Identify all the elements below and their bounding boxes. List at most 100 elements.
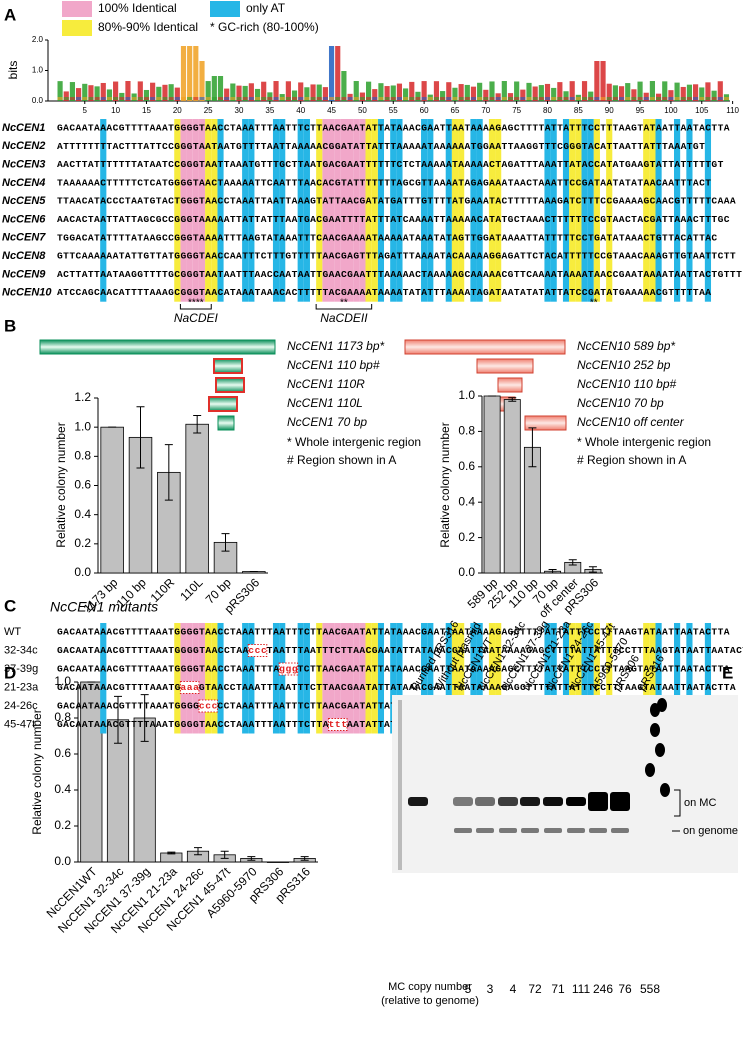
logo-glyph: [230, 83, 236, 101]
gel-band: [454, 828, 472, 833]
logo-glyph: [298, 97, 304, 100]
error-bar: [528, 427, 537, 468]
logo-xtick-label: 35: [265, 106, 274, 115]
logo-glyph: [396, 83, 403, 101]
logo-glyph: [433, 97, 440, 100]
logo-glyph: [353, 81, 359, 101]
sequence-name: NcCEN3: [2, 159, 45, 171]
logo-glyph: [440, 91, 446, 101]
y-tick-label: 0.4: [54, 782, 71, 796]
construct-bar: [497, 377, 523, 393]
logo-glyph: [551, 97, 557, 100]
highlight-column: [100, 119, 107, 302]
logo-xtick-label: 60: [420, 106, 429, 115]
logo-glyph: [378, 83, 384, 101]
gel-band: [566, 797, 586, 806]
logo-glyph: [150, 97, 156, 100]
highlight-column: [377, 119, 385, 302]
logo-glyph: [119, 97, 125, 100]
logo-glyph: [625, 97, 631, 100]
logo-glyph: [427, 97, 433, 100]
logo-glyph: [57, 97, 63, 100]
logo-glyph: [693, 84, 699, 101]
logo-glyph: [180, 46, 187, 101]
y-tick-label: 0.8: [458, 424, 475, 438]
gel-band: [476, 828, 494, 833]
logo-glyph: [507, 97, 514, 100]
highlight-column: [359, 623, 366, 734]
sequence: GTAACCTAAATTTAATTTCTTAACGAATATTATAAACGAA…: [199, 682, 736, 693]
logo-glyph: [267, 92, 273, 101]
error-bar: [247, 856, 256, 861]
highlight-column: [606, 119, 613, 302]
logo-glyph: [489, 97, 495, 100]
legend-swatch: [62, 1, 92, 17]
copy-number: 3: [487, 982, 494, 996]
highlight-column: [316, 119, 323, 302]
logo-glyph: [717, 81, 723, 101]
logo-glyph: [594, 97, 600, 100]
logo-glyph: [285, 97, 291, 100]
highlight-column: [562, 623, 570, 734]
logo-xtick-label: 15: [142, 106, 151, 115]
logo-glyph: [415, 91, 421, 101]
highlight-column: [205, 119, 212, 302]
highlight-column: [470, 623, 477, 734]
highlight-column: [704, 119, 712, 302]
panel-title: NcCEN1 mutants: [50, 599, 158, 615]
highlight-column: [211, 119, 218, 302]
construct-bar: [39, 339, 276, 355]
logo-xtick-label: 70: [481, 106, 490, 115]
highlight-column: [316, 623, 323, 734]
sequence: TGGACATATTTTATAAGCCGGGTAAAATTTAAGTATAAAT…: [57, 232, 717, 243]
logo-glyph: [211, 97, 217, 100]
y-tick-label: 1.2: [74, 390, 91, 404]
sequence: GACAATAAACGTTTTAAATG: [57, 682, 181, 693]
legend-label: 80%-90% Identical: [98, 20, 198, 34]
logo-glyph: [316, 84, 322, 101]
logo-glyph: [705, 82, 711, 101]
sequence: TCTTAACGAATATTATAAACGAATTAATAAAAGAGCTTTT…: [298, 664, 730, 675]
copy-number: 76: [618, 982, 632, 996]
logo-glyph: [563, 91, 569, 101]
legend-label: 100% Identical: [98, 1, 177, 15]
logo-xtick-label: 45: [327, 106, 336, 115]
panel-label: E: [722, 663, 733, 682]
logo-glyph: [433, 81, 440, 101]
logo-glyph: [230, 97, 236, 100]
logo-glyph: [575, 97, 581, 100]
copy-number: 246: [593, 982, 613, 996]
highlight-column: [488, 119, 496, 302]
logo-glyph: [187, 46, 193, 101]
logo-glyph: [581, 81, 588, 101]
highlight-column: [346, 623, 354, 734]
logo-glyph: [82, 83, 88, 101]
logo-glyph: [409, 81, 415, 101]
highlight-column: [180, 623, 187, 734]
logo-glyph: [631, 97, 637, 100]
copy-number: 558: [640, 982, 660, 996]
legend-label: * GC-rich (80-100%): [210, 20, 319, 34]
sequence: GTTCAAAAAATATTGTTATGGGGTAACCAATTTCTTTGTT…: [57, 251, 736, 262]
logo-glyph: [464, 97, 470, 100]
note: # Region shown in A: [287, 453, 396, 467]
logo-glyph: [483, 97, 489, 100]
highlight-column: [279, 119, 286, 302]
logo-glyph: [440, 97, 446, 100]
logo-glyph: [94, 86, 100, 101]
logo-glyph: [131, 97, 137, 100]
logo-xtick-label: 5: [83, 106, 88, 115]
logo-glyph: [261, 97, 267, 100]
logo-glyph: [82, 97, 88, 100]
logo-glyph: [372, 97, 378, 100]
logo-glyph: [680, 97, 686, 100]
y-tick-label: 1.0: [54, 674, 71, 688]
logo-glyph: [711, 90, 717, 101]
logo-glyph: [569, 97, 575, 100]
construct-label: NcCEN1 70 bp: [287, 415, 367, 429]
error-bar: [300, 856, 309, 861]
error-bar: [167, 851, 176, 855]
logo-glyph: [193, 97, 199, 100]
panel-label: D: [4, 663, 16, 682]
